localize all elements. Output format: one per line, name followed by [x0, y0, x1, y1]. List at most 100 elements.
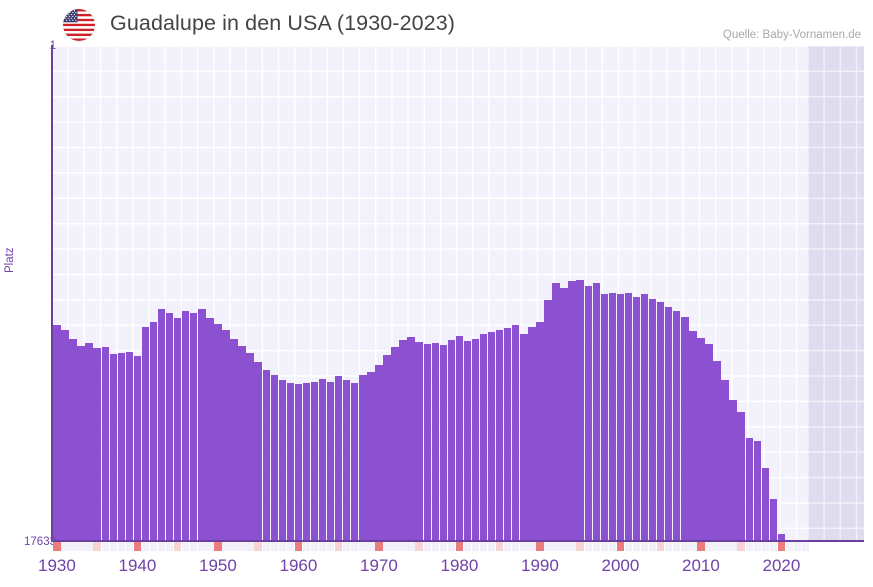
bar-1946[interactable]: [182, 311, 190, 541]
bar-1977[interactable]: [431, 343, 439, 541]
bar-1939[interactable]: [125, 352, 134, 541]
bar-1982[interactable]: [471, 339, 480, 541]
us-flag-icon: [63, 9, 95, 41]
bar-2014[interactable]: [729, 400, 737, 541]
bar-1965[interactable]: [334, 376, 343, 541]
x-tick-marker-1940: [133, 542, 142, 551]
bar-2019[interactable]: [769, 499, 778, 541]
bar-1959[interactable]: [286, 383, 295, 541]
bar-1953[interactable]: [238, 346, 246, 541]
bar-1952[interactable]: [230, 339, 238, 541]
bar-1943[interactable]: [157, 309, 166, 541]
bar-2012[interactable]: [713, 361, 721, 541]
bar-1972[interactable]: [391, 347, 399, 541]
bar-1938[interactable]: [117, 353, 126, 541]
bar-1995[interactable]: [576, 280, 584, 541]
bar-1976[interactable]: [423, 344, 431, 541]
bar-1967[interactable]: [351, 383, 359, 541]
bar-2017[interactable]: [753, 441, 761, 541]
bar-2004[interactable]: [648, 299, 657, 541]
x-tick-marker-2011: [705, 542, 713, 551]
bar-1956[interactable]: [262, 370, 270, 541]
x-tick-marker-1950: [214, 542, 222, 551]
bar-1940[interactable]: [133, 356, 142, 541]
bar-2010[interactable]: [697, 338, 705, 541]
bar-1945[interactable]: [173, 318, 182, 541]
bar-2002[interactable]: [632, 297, 641, 541]
bar-1983[interactable]: [479, 334, 488, 541]
bar-1992[interactable]: [552, 283, 560, 541]
bar-1988[interactable]: [520, 334, 528, 541]
plot-area: [52, 46, 864, 541]
bar-1971[interactable]: [383, 355, 391, 541]
bar-1944[interactable]: [165, 313, 174, 541]
bar-2016[interactable]: [745, 438, 753, 541]
bar-1999[interactable]: [608, 293, 617, 541]
bar-1931[interactable]: [61, 330, 69, 541]
x-axis-tick-1940: 1940: [118, 556, 157, 575]
bar-1948[interactable]: [198, 309, 206, 541]
bar-2003[interactable]: [640, 294, 649, 541]
bar-1954[interactable]: [246, 353, 254, 541]
bar-2006[interactable]: [665, 307, 673, 541]
bar-1998[interactable]: [600, 294, 609, 541]
bar-2001[interactable]: [624, 293, 633, 541]
bar-1942[interactable]: [149, 322, 158, 541]
bar-2015[interactable]: [737, 412, 745, 541]
bar-1979[interactable]: [447, 340, 456, 541]
bar-1987[interactable]: [512, 325, 520, 541]
bar-1980[interactable]: [455, 336, 464, 541]
bar-1991[interactable]: [544, 300, 552, 541]
bar-1937[interactable]: [109, 354, 117, 541]
bar-1996[interactable]: [584, 286, 592, 541]
bar-1973[interactable]: [399, 340, 407, 541]
bar-2007[interactable]: [673, 311, 681, 541]
bar-1932[interactable]: [69, 339, 77, 541]
bar-1985[interactable]: [495, 330, 504, 541]
bar-2011[interactable]: [705, 344, 713, 541]
bar-1950[interactable]: [214, 324, 222, 541]
bar-1990[interactable]: [536, 322, 544, 541]
bar-1981[interactable]: [463, 341, 472, 541]
bar-2020[interactable]: [777, 534, 786, 541]
bar-1993[interactable]: [560, 288, 568, 541]
bar-1964[interactable]: [326, 382, 335, 541]
bar-1933[interactable]: [77, 346, 85, 541]
bar-1961[interactable]: [302, 383, 311, 541]
bar-1955[interactable]: [254, 362, 262, 541]
bar-1984[interactable]: [487, 332, 496, 541]
bar-1974[interactable]: [407, 337, 415, 541]
bar-1970[interactable]: [375, 365, 383, 541]
bar-2005[interactable]: [656, 302, 665, 541]
bar-1936[interactable]: [101, 347, 109, 541]
x-tick-marker-1968: [359, 542, 367, 551]
bar-1934[interactable]: [85, 343, 93, 541]
bar-1963[interactable]: [318, 379, 327, 541]
bar-1957[interactable]: [270, 375, 278, 541]
bar-1949[interactable]: [206, 318, 214, 541]
bar-1966[interactable]: [343, 380, 351, 541]
bar-1989[interactable]: [528, 327, 536, 541]
bar-2000[interactable]: [616, 294, 625, 541]
bar-1968[interactable]: [359, 375, 367, 541]
bar-1930[interactable]: [53, 325, 61, 541]
bar-1994[interactable]: [568, 281, 576, 541]
bar-1969[interactable]: [367, 372, 375, 541]
bar-2018[interactable]: [761, 468, 770, 541]
x-tick-marker-1963: [318, 542, 327, 551]
bar-1986[interactable]: [504, 328, 512, 541]
bar-1997[interactable]: [592, 283, 600, 541]
bar-1978[interactable]: [439, 345, 448, 541]
bar-1951[interactable]: [222, 330, 230, 541]
bar-1935[interactable]: [93, 348, 101, 541]
bar-1958[interactable]: [278, 380, 287, 541]
bar-1962[interactable]: [310, 382, 319, 541]
bar-2008[interactable]: [681, 317, 689, 541]
x-axis-tick-strip: [52, 542, 864, 551]
bar-1947[interactable]: [190, 313, 198, 541]
bar-2009[interactable]: [689, 331, 697, 541]
bar-1941[interactable]: [141, 327, 150, 541]
bar-1960[interactable]: [294, 384, 303, 541]
bar-2013[interactable]: [721, 380, 729, 541]
bar-1975[interactable]: [415, 342, 423, 541]
